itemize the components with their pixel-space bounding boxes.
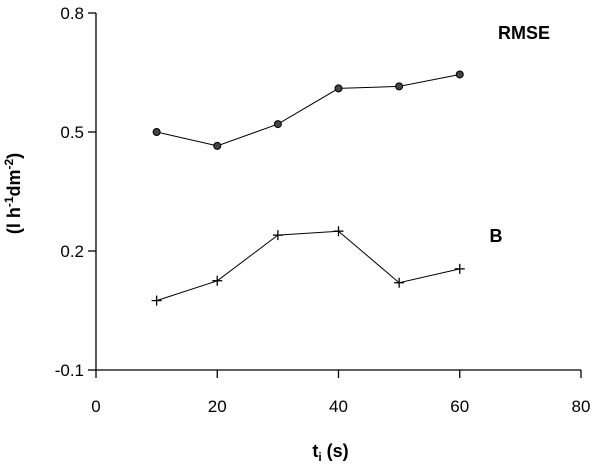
x-axis-title: ti (s): [312, 441, 348, 464]
x-tick-label: 0: [91, 397, 100, 416]
data-point-rmse: [152, 128, 161, 136]
data-point-rmse: [273, 120, 282, 129]
data-point-rmse: [213, 141, 222, 150]
data-point-rmse: [455, 70, 464, 79]
series-label-b: B: [490, 226, 503, 246]
data-point-rmse: [395, 82, 404, 91]
x-tick-label: 60: [450, 397, 469, 416]
series-line-b: [156, 230, 460, 302]
y-tick-label: 0.8: [60, 4, 84, 23]
series-label-rmse: RMSE: [498, 23, 550, 43]
data-point-b: [151, 295, 162, 306]
data-point-b: [394, 277, 405, 288]
data-point-b: [272, 230, 283, 241]
y-tick-label: 0.5: [60, 123, 84, 142]
y-ticks: -0.1 0.2 0.5 0.8: [55, 4, 96, 380]
data-point-b: [333, 226, 344, 237]
y-tick-label: -0.1: [55, 361, 84, 380]
series-line-rmse: [156, 74, 460, 147]
x-tick-label: 80: [572, 397, 591, 416]
series-layer: [151, 70, 465, 306]
data-point-b: [454, 263, 465, 274]
data-point-rmse: [334, 84, 343, 93]
x-tick-label: 40: [329, 397, 348, 416]
y-axis-title: (l h-1dm-2): [2, 153, 24, 234]
y-tick-label: 0.2: [60, 242, 84, 261]
x-tick-label: 20: [208, 397, 227, 416]
data-point-b: [212, 275, 223, 286]
x-ticks: 0 20 40 60 80: [91, 370, 590, 416]
